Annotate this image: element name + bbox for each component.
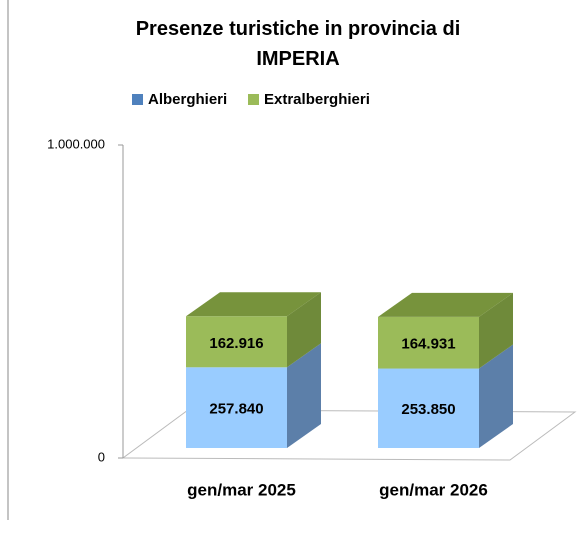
bar-side [479,344,513,448]
value-label: 257.840 [209,401,263,418]
bar-side [479,292,513,369]
chart-title: Presenze turistiche in provincia di IMPER… [136,18,461,70]
y-tick-label: 1.000.000 [47,136,105,151]
bar-side [287,292,321,368]
legend-swatch [132,94,143,105]
bar-side [287,343,321,448]
bar [378,368,479,448]
bar [186,316,287,368]
legend-label: Extralberghieri [264,91,370,108]
bar [186,367,287,448]
legend-label: Alberghieri [148,91,227,108]
bar [378,316,479,369]
bar-top [186,292,321,317]
value-label: 164.931 [401,336,455,353]
floor [121,409,577,461]
x-tick-label: gen/mar 2025 [187,480,296,499]
legend-swatch [248,94,259,105]
bar-top [378,292,513,317]
x-tick-label: gen/mar 2026 [379,480,488,499]
y-tick-label: 0 [98,449,105,464]
value-label: 253.850 [401,401,455,418]
value-label: 162.916 [209,335,263,352]
